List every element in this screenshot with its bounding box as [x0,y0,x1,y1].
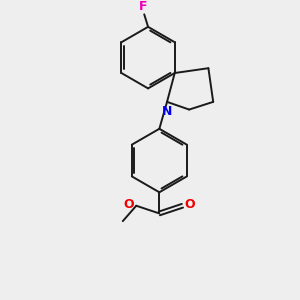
Text: F: F [139,0,148,14]
Text: N: N [162,105,172,118]
Text: O: O [124,198,134,211]
Text: O: O [184,198,195,211]
